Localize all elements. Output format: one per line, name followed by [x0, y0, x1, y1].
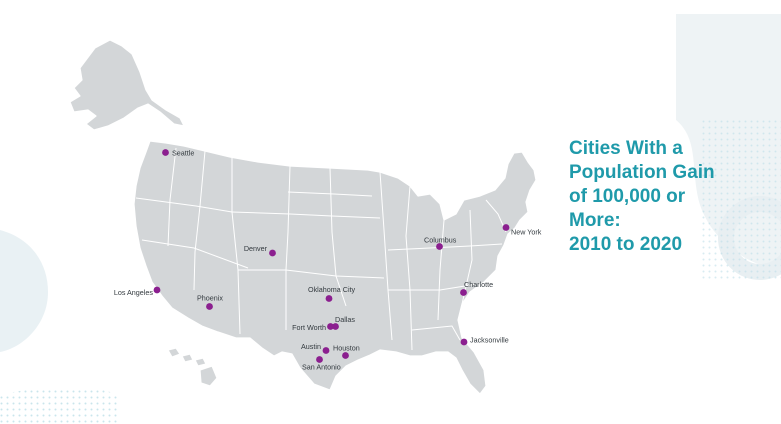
state-borders	[135, 147, 507, 351]
title-line-1: Cities With a	[569, 138, 683, 159]
title-line-2: Population Gain	[569, 162, 715, 183]
background-decoration	[0, 14, 781, 424]
city-san-antonio: San Antonio	[302, 356, 341, 372]
title-line-5: 2010 to 2020	[569, 234, 682, 255]
city-label: Phoenix	[197, 294, 223, 303]
city-oklahoma-city: Oklahoma City	[308, 285, 356, 302]
city-los-angeles: Los Angeles	[114, 286, 161, 297]
city-houston: Houston	[333, 344, 360, 359]
page-title: Cities With a Population Gain of 100,000…	[569, 138, 715, 255]
city-marker	[327, 323, 334, 330]
city-label: Jacksonville	[470, 336, 509, 345]
city-marker	[436, 243, 443, 250]
title-line-3: of 100,000 or	[569, 186, 686, 207]
city-marker	[153, 286, 161, 294]
city-marker	[460, 289, 467, 296]
city-label: Charlotte	[464, 280, 493, 289]
city-marker	[460, 338, 468, 346]
city-label: Denver	[244, 244, 268, 253]
city-label: Austin	[301, 342, 321, 351]
city-marker	[316, 356, 323, 363]
title-line-4: More:	[569, 210, 621, 231]
city-label: Columbus	[424, 236, 457, 245]
hawaii-shape	[167, 347, 218, 387]
city-columbus: Columbus	[424, 236, 457, 250]
city-label: San Antonio	[302, 363, 341, 372]
city-marker	[332, 323, 339, 330]
city-marker	[502, 224, 510, 231]
city-charlotte: Charlotte	[460, 280, 493, 296]
alaska-shape	[69, 39, 185, 131]
city-label: Fort Worth	[292, 323, 326, 332]
city-austin: Austin	[301, 342, 330, 354]
city-label: Seattle	[172, 149, 194, 158]
city-denver: Denver	[244, 244, 276, 257]
city-seattle: Seattle	[162, 149, 194, 158]
city-marker	[342, 352, 349, 359]
city-marker	[322, 347, 330, 354]
city-fort-worth: Fort Worth	[292, 323, 334, 332]
city-jacksonville: Jacksonville	[460, 336, 509, 346]
city-label: Houston	[333, 344, 360, 353]
city-marker	[325, 295, 333, 302]
city-markers: Seattle Los Angeles Phoenix Denver Oklah…	[114, 149, 542, 372]
city-marker	[162, 149, 169, 156]
city-label: New York	[511, 228, 542, 237]
city-phoenix: Phoenix	[197, 294, 223, 310]
city-dallas: Dallas	[332, 315, 355, 330]
city-label: Dallas	[335, 315, 355, 324]
city-label: Los Angeles	[114, 288, 154, 297]
city-marker	[206, 303, 213, 310]
city-label: Oklahoma City	[308, 285, 356, 294]
us-map	[69, 39, 537, 395]
city-new-york: New York	[502, 224, 542, 237]
city-marker	[269, 249, 276, 257]
